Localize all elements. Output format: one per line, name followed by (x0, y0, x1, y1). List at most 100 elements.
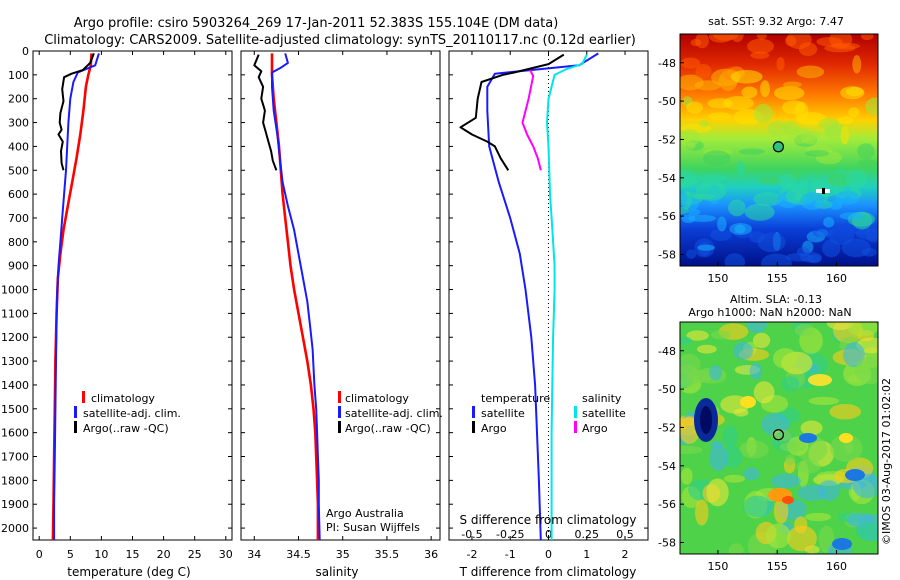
sst-texture-cell (827, 225, 855, 245)
sst-texture-cell (695, 64, 712, 79)
sla-texture-cell (733, 341, 753, 360)
sla-map-lat-tick-label: -50 (658, 383, 676, 396)
sst-texture-cell (686, 101, 703, 114)
sst-texture-cell (686, 249, 697, 259)
sst-texture-cell (729, 223, 752, 235)
legend-label-s-argo: Argo (582, 422, 608, 435)
sst-texture-cell (845, 168, 868, 189)
salinity-panel: 34 34.5 35 35.5 36 salinity climatology sate… (240, 50, 443, 579)
sla-map-lon-tick-label: 160 (826, 560, 847, 573)
legend-swatch-satellite (338, 406, 341, 418)
sst-texture-cell (783, 81, 802, 88)
sla-texture-cell (753, 381, 775, 404)
depth-tick-label: 300 (8, 117, 29, 130)
legend-swatch-satellite (74, 406, 77, 418)
sst-texture-cell (823, 217, 835, 228)
sla-eddy-feature (799, 433, 817, 443)
sla-map-lat-tick-label: -54 (658, 460, 676, 473)
depth-tick-label: 1000 (1, 284, 29, 297)
sla-map-subtitle: Argo h1000: NaN h2000: NaN (688, 306, 851, 319)
sla-texture-cell (808, 396, 840, 406)
sst-texture-cell (744, 203, 775, 221)
sst-texture-cell (835, 190, 860, 205)
sst-texture-cell (702, 150, 731, 166)
difference-panel: -2 -1 0 1 2 -0.5 -0.25 0 0.25 0.5 S difference fr… (448, 50, 649, 579)
sst-texture-cell (857, 159, 878, 168)
depth-tick-label: 1100 (1, 307, 29, 320)
sla-texture-cell (723, 474, 746, 483)
sst-map-lat-tick-label: -50 (658, 95, 676, 108)
sst-texture-cell (796, 65, 825, 79)
sla-eddy-feature (832, 538, 852, 550)
s-difference-tick-label: 0 (545, 528, 552, 541)
sst-texture-cell (829, 34, 853, 49)
sst-texture-cell (695, 34, 709, 49)
sla-texture-cell (794, 324, 815, 337)
sst-texture-cell (695, 180, 727, 201)
legend-title-salinity: salinity (582, 392, 622, 405)
sst-map-lon-tick-label: 150 (707, 272, 728, 285)
legend-label-t-satellite: satellite (481, 407, 525, 420)
sst-texture-cell (699, 120, 709, 128)
sla-eddy-feature (808, 374, 832, 386)
sst-texture-cell (708, 34, 733, 43)
sla-texture-cell (752, 332, 771, 349)
sla-texture-cell (773, 497, 789, 524)
salinity-series-argo-raw-qc (253, 54, 278, 171)
sst-texture-cell (738, 148, 765, 155)
sst-map-lon-tick-label: 160 (826, 272, 847, 285)
sst-map-panel: sat. SST: 9.32 Argo: 7.47 150 155 160 -48 -5… (658, 15, 879, 285)
sst-texture-cell (688, 208, 701, 216)
sst-map-title: sat. SST: 9.32 Argo: 7.47 (708, 15, 844, 28)
depth-tick-label: 900 (8, 260, 29, 273)
sla-map-lon-tick-label: 155 (767, 560, 788, 573)
sla-field-texture (680, 322, 878, 554)
salinity-legend: climatology satellite-adj. clim. Argo(..… (338, 391, 443, 435)
sla-texture-cell (854, 357, 878, 385)
sla-texture-cell (829, 434, 863, 462)
sst-texture-cell (800, 192, 825, 210)
legend-swatch-climatology (82, 391, 85, 403)
sla-texture-cell (696, 344, 717, 354)
sst-texture-cell (680, 169, 697, 189)
salinity-x-tick-label: 34 (247, 548, 261, 561)
sst-texture-cell (736, 160, 746, 178)
s-difference-tick-label: 0.25 (575, 528, 600, 541)
sla-texture-cell (765, 523, 791, 549)
sla-texture-cell (680, 336, 693, 346)
sla-texture-cell (773, 348, 798, 369)
sst-map-lon-tick-label: 155 (767, 272, 788, 285)
depth-tick-label: 1700 (1, 451, 29, 464)
sst-map-lat-tick-label: -56 (658, 210, 676, 223)
sst-texture-cell (840, 125, 850, 145)
sla-map-title: Altim. SLA: -0.13 (730, 293, 822, 306)
sla-map-lat-tick-label: -58 (658, 536, 676, 549)
sst-texture-cell (796, 246, 810, 257)
depth-tick-label: 1400 (1, 379, 29, 392)
sst-field-texture (680, 34, 878, 266)
depth-tick-label: 400 (8, 140, 29, 153)
sst-texture-cell (804, 150, 830, 157)
sla-texture-cell (686, 330, 709, 341)
depth-tick-label: 1600 (1, 427, 29, 440)
legend-label-climatology: climatology (91, 392, 155, 405)
sst-texture-cell (753, 192, 783, 207)
sla-texture-cell (855, 522, 878, 541)
depth-tick-label: 200 (8, 93, 29, 106)
salinity-x-tick-label: 34.5 (286, 548, 311, 561)
sla-texture-cell (779, 441, 807, 452)
sla-eddy-feature (700, 406, 712, 434)
depth-tick-label: 0 (22, 45, 29, 58)
salinity-x-tick-label: 36 (424, 548, 438, 561)
sla-texture-cell (706, 478, 729, 507)
sst-texture-cell (730, 69, 763, 84)
sla-map-lon-tick-label: 150 (707, 560, 728, 573)
sst-map-frame (679, 33, 879, 267)
sla-texture-cell (800, 420, 823, 436)
sla-texture-cell (743, 467, 760, 481)
sla-texture-cell (710, 330, 731, 340)
difference-x-tick-label: -1 (505, 548, 516, 561)
sst-texture-cell (697, 173, 727, 182)
depth-tick-label: 1900 (1, 498, 29, 511)
sla-map-panel: Altim. SLA: -0.13 Argo h1000: NaN h2000:… (658, 293, 879, 573)
